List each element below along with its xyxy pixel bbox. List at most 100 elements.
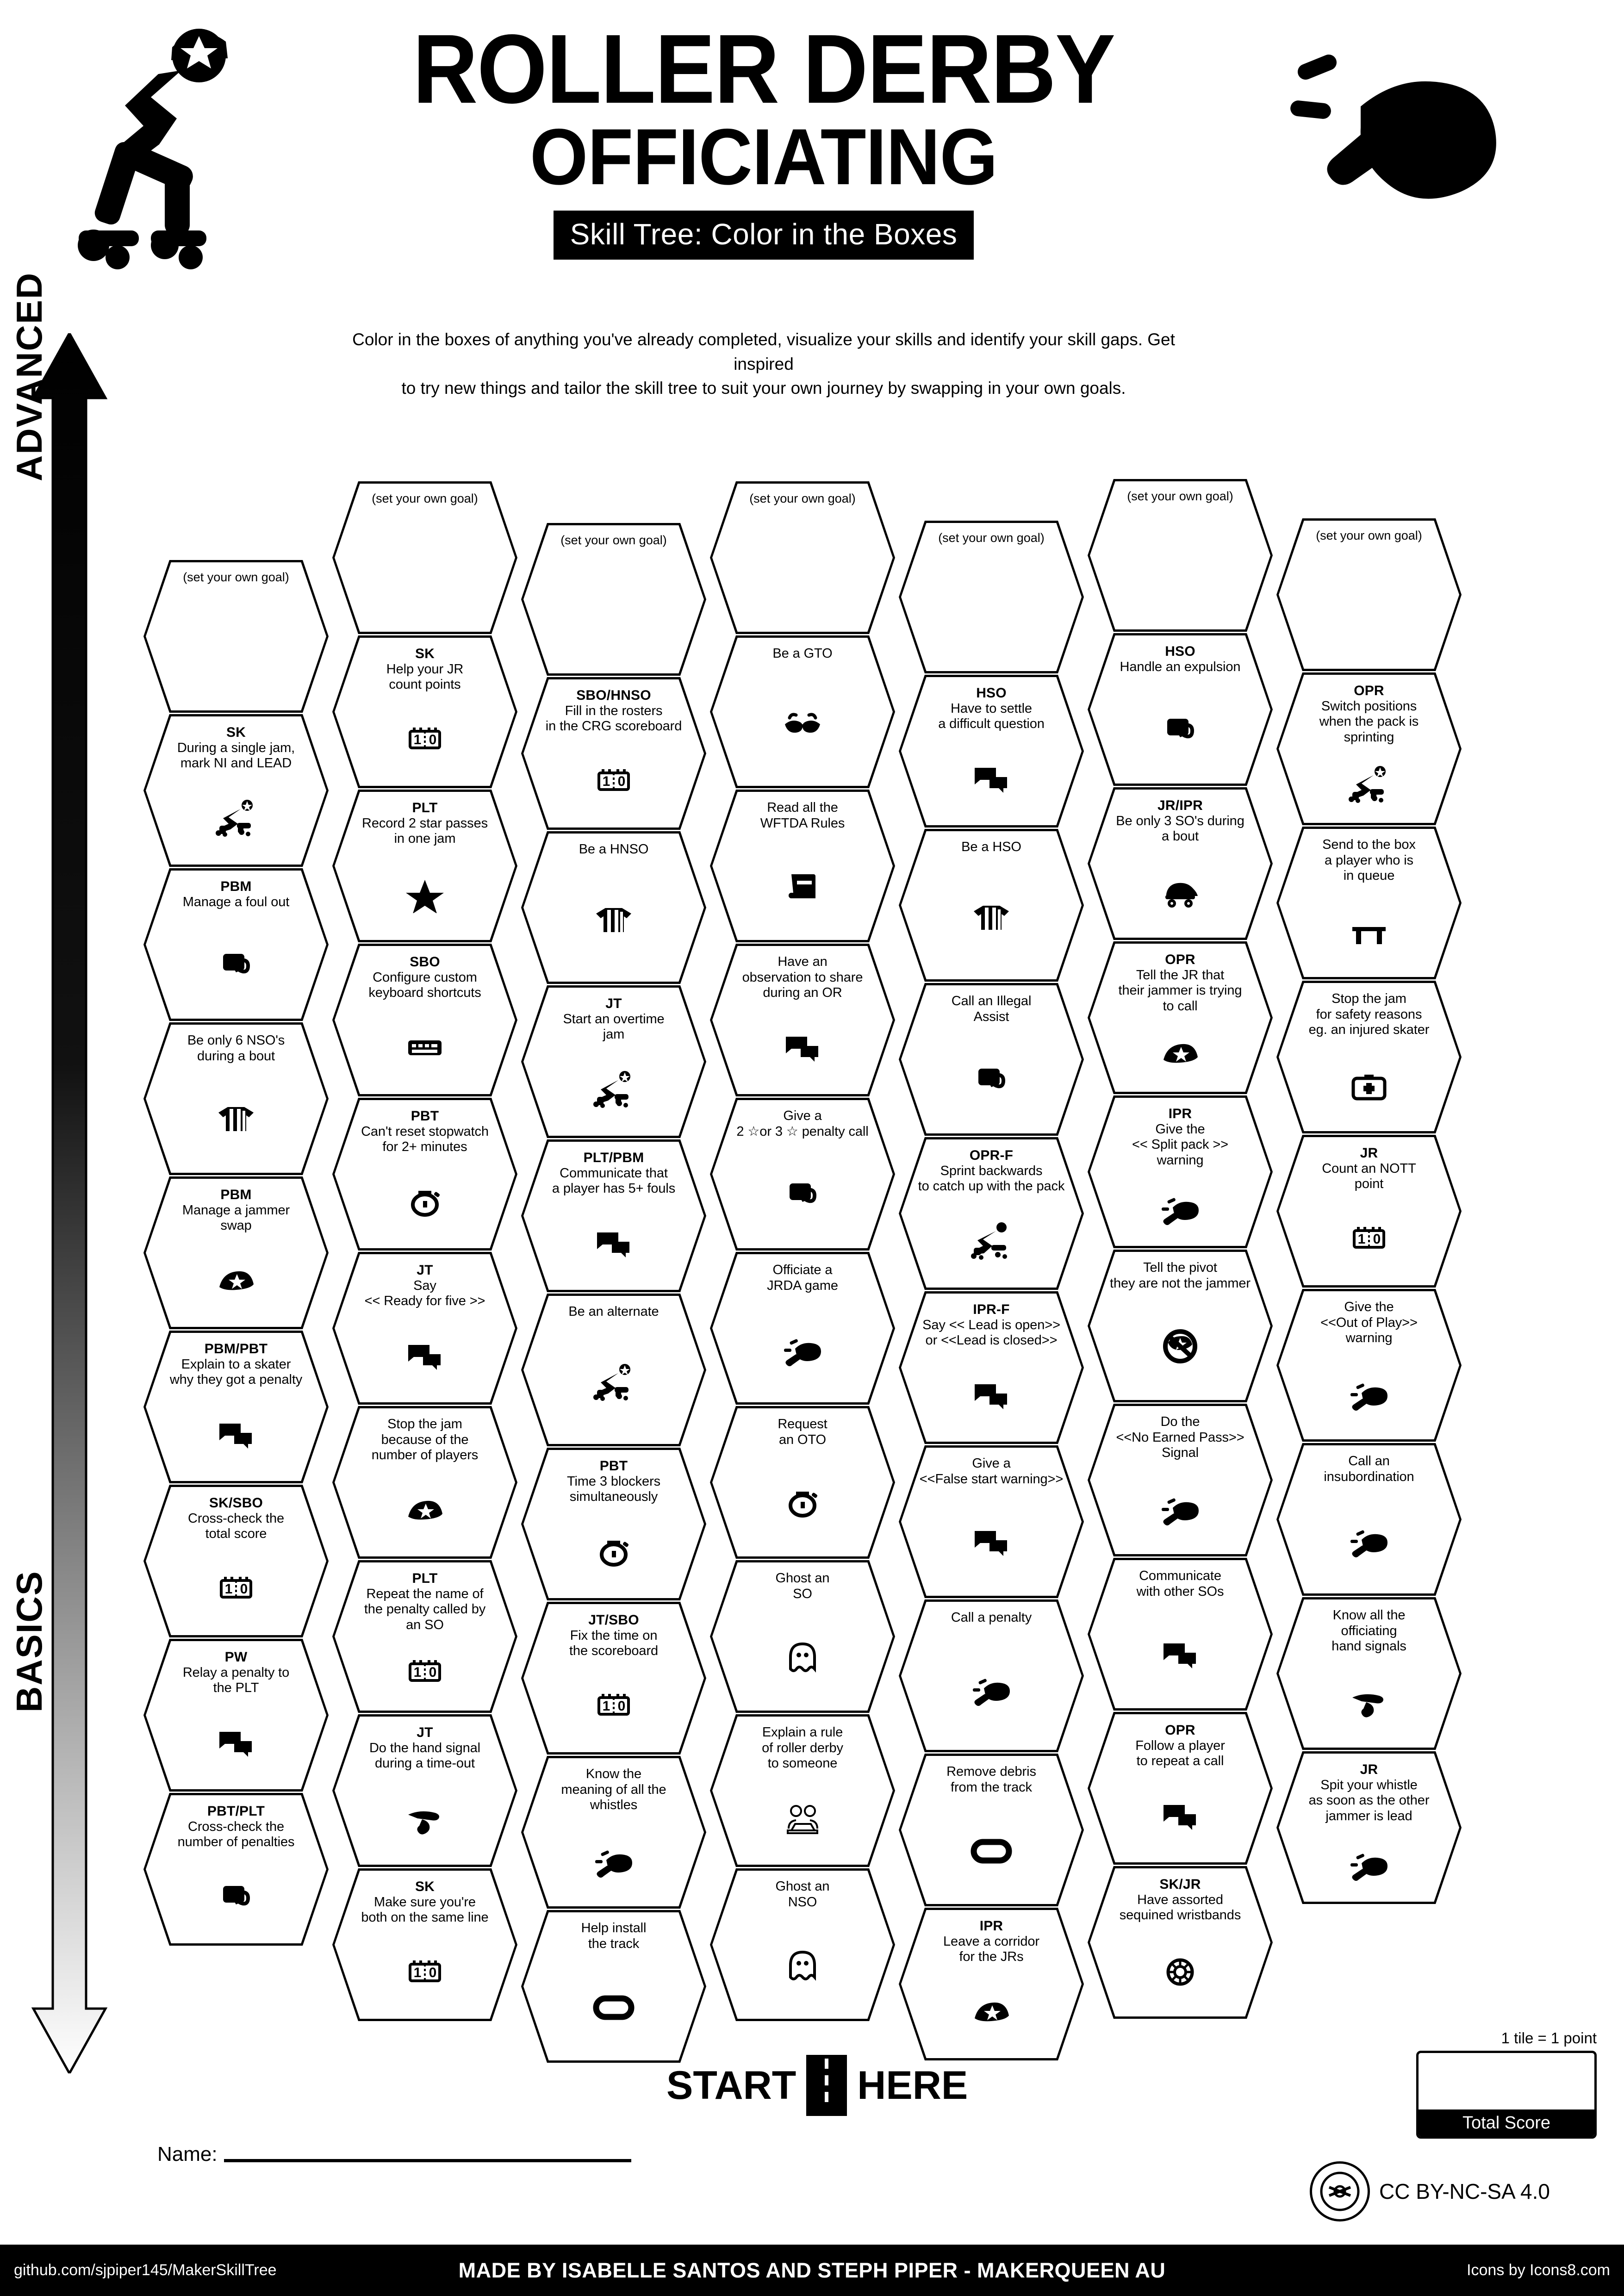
skill-tile[interactable]: Be an alternate [521,1294,706,1446]
skill-tile[interactable]: Call an insubordination [1276,1443,1462,1596]
skill-tile[interactable]: SBO/HNSO Fill in the rosters in the CRG s… [521,677,706,830]
skill-tile-body[interactable]: Read all the WFTDA Rules [712,792,893,940]
skill-tile[interactable]: Explain a rule of roller derby to someon… [710,1714,895,1867]
skill-tile[interactable]: (set your own goal) [1276,518,1462,671]
skill-tile[interactable]: JT Start an overtime jam [521,985,706,1138]
skill-tile-body[interactable]: (set your own goal) [335,484,515,632]
skill-tile-body[interactable]: SK During a single jam, mark NI and LEAD [146,716,326,865]
skill-tile[interactable]: Officiate a JRDA game [710,1252,895,1405]
skill-tile-body[interactable]: Be a GTO [712,638,893,786]
skill-tile-body[interactable]: PLT Record 2 star passes in one jam [335,792,515,940]
skill-tile-body[interactable]: IPR Leave a corridor for the JRs [901,1910,1082,2058]
skill-tile[interactable]: Read all the WFTDA Rules [710,790,895,942]
skill-tile[interactable]: Ghost an NSO [710,1868,895,2021]
skill-tile-body[interactable]: PBM/PBT Explain to a skater why they got … [146,1333,326,1481]
skill-tile-body[interactable]: PLT/PBM Communicate that a player has 5+ … [523,1142,704,1290]
skill-tile[interactable]: (set your own goal) [143,560,329,713]
skill-tile-body[interactable]: SK Help your JR count points 1 0 [335,638,515,786]
skill-tile[interactable]: SK/JR Have assorted sequined wristbands [1088,1866,1273,2019]
skill-tile[interactable]: Request an OTO [710,1406,895,1559]
skill-tile-body[interactable]: JT Start an overtime jam [523,988,704,1136]
skill-tile-body[interactable]: SBO/HNSO Fill in the rosters in the CRG s… [523,679,704,828]
skill-tile-body[interactable]: Remove debris from the track [901,1756,1082,1904]
skill-tile[interactable]: Know all the officiating hand signals [1276,1597,1462,1750]
skill-tile[interactable]: PBT Can't reset stopwatch for 2+ minutes [332,1098,517,1251]
skill-tile-body[interactable]: PLT Repeat the name of the penalty called… [335,1562,515,1711]
skill-tile-body[interactable]: (set your own goal) [901,523,1082,671]
skill-tile-body[interactable]: Know the meaning of all the whistles [523,1758,704,1906]
skill-tile[interactable]: SK/SBO Cross-check the total score 1 0 [143,1485,329,1637]
skill-tile[interactable]: Call an Illegal Assist [899,983,1084,1136]
skill-tile[interactable]: PBM/PBT Explain to a skater why they got … [143,1331,329,1483]
skill-tile[interactable]: Have an observation to share during an O… [710,944,895,1096]
skill-tile[interactable]: (set your own goal) [521,523,706,676]
skill-tile-body[interactable]: Have an observation to share during an O… [712,946,893,1094]
skill-tile[interactable]: (set your own goal) [710,481,895,634]
skill-tile[interactable]: Give a <<False start warning>> [899,1445,1084,1598]
skill-tile[interactable]: JT Do the hand signal during a time-out [332,1714,517,1867]
skill-tile[interactable]: PBT/PLT Cross-check the number of penalti… [143,1793,329,1946]
skill-tile[interactable]: PBM Manage a foul out [143,868,329,1021]
skill-tile[interactable]: JT Say << Ready for five >> [332,1252,517,1405]
skill-tile-body[interactable]: JT Do the hand signal during a time-out [335,1717,515,1865]
skill-tile[interactable]: IPR Give the << Split pack >> warning [1088,1095,1273,1248]
skill-tile-body[interactable]: Stop the jam because of the number of pl… [335,1408,515,1556]
name-input-rule[interactable] [224,2159,631,2162]
skill-tile[interactable]: PLT Record 2 star passes in one jam [332,790,517,942]
skill-tile-body[interactable]: JT/SBO Fix the time on the scoreboard 1 0 [523,1604,704,1752]
skill-tile-body[interactable]: Be an alternate [523,1296,704,1444]
skill-tile[interactable]: Ghost an SO [710,1560,895,1713]
skill-tile[interactable]: (set your own goal) [1088,479,1273,632]
skill-tile-body[interactable]: OPR Switch positions when the pack is spr… [1279,675,1459,823]
total-score-box[interactable]: 1 tile = 1 point Total Score [1416,2029,1597,2139]
skill-tile-body[interactable]: Help install the track [523,1912,704,2060]
skill-tile[interactable]: Remove debris from the track [899,1754,1084,1906]
skill-tile-body[interactable]: PW Relay a penalty to the PLT [146,1641,326,1789]
skill-tile[interactable]: Call a penalty [899,1599,1084,1752]
skill-tile[interactable]: PLT Repeat the name of the penalty called… [332,1560,517,1713]
skill-tile-body[interactable]: IPR-F Say << Lead is open>> or <<Lead is … [901,1294,1082,1442]
skill-tile[interactable]: SK Make sure you're both on the same line… [332,1868,517,2021]
skill-tile[interactable]: Give a 2 ☆or 3 ☆ penalty call [710,1098,895,1251]
skill-tile-body[interactable]: (set your own goal) [1090,481,1270,629]
skill-tile[interactable]: OPR Tell the JR that their jammer is tryi… [1088,941,1273,1094]
skill-tile[interactable]: HSO Have to settle a difficult question [899,675,1084,828]
skill-tile[interactable]: Be a HSO [899,829,1084,982]
skill-tile[interactable]: SBO Configure custom keyboard shortcuts [332,944,517,1096]
skill-tile[interactable]: JR Spit your whistle as soon as the other… [1276,1751,1462,1904]
skill-tile-body[interactable]: PBT Time 3 blockers simultaneously [523,1450,704,1598]
skill-tile[interactable]: Tell the pivot they are not the jammer [1088,1250,1273,1402]
skill-tile-body[interactable]: JR Spit your whistle as soon as the other… [1279,1754,1459,1902]
skill-tile-body[interactable]: Ghost an SO [712,1562,893,1711]
skill-tile-body[interactable]: OPR Tell the JR that their jammer is tryi… [1090,944,1270,1092]
skill-tile-body[interactable]: Call a penalty [901,1602,1082,1750]
skill-tile-body[interactable]: SK/JR Have assorted sequined wristbands [1090,1868,1270,2016]
skill-tile[interactable]: Stop the jam for safety reasons eg. an i… [1276,981,1462,1133]
skill-tile[interactable]: OPR Switch positions when the pack is spr… [1276,672,1462,825]
skill-tile-body[interactable]: JT Say << Ready for five >> [335,1254,515,1402]
skill-tile-body[interactable]: Be only 6 NSO's during a bout [146,1025,326,1173]
skill-tile-body[interactable]: PBT Can't reset stopwatch for 2+ minutes [335,1100,515,1248]
skill-tile[interactable]: Communicate with other SOs [1088,1558,1273,1711]
skill-tile-body[interactable]: Send to the box a player who is in queue [1279,829,1459,977]
github-link[interactable]: github.com/sjpiper145/MakerSkillTree [14,2261,277,2279]
skill-tile-body[interactable]: HSO Have to settle a difficult question [901,677,1082,825]
skill-tile[interactable]: SK Help your JR count points 1 0 [332,635,517,788]
skill-tile-body[interactable]: Ghost an NSO [712,1871,893,2019]
skill-tile[interactable]: SK During a single jam, mark NI and LEAD [143,714,329,867]
skill-tile[interactable]: HSO Handle an expulsion [1088,633,1273,786]
skill-tile-body[interactable]: Communicate with other SOs [1090,1560,1270,1708]
skill-tile[interactable]: Give the <<Out of Play>> warning [1276,1289,1462,1442]
skill-tile-body[interactable]: Do the <<No Earned Pass>> Signal [1090,1406,1270,1554]
skill-tile-body[interactable]: Stop the jam for safety reasons eg. an i… [1279,983,1459,1131]
skill-tile-body[interactable]: OPR-F Sprint backwards to catch up with t… [901,1139,1082,1288]
score-card[interactable]: Total Score [1416,2051,1597,2139]
skill-tile-body[interactable]: Call an Illegal Assist [901,985,1082,1133]
skill-tile[interactable]: Stop the jam because of the number of pl… [332,1406,517,1559]
skill-tile[interactable]: Do the <<No Earned Pass>> Signal [1088,1404,1273,1556]
skill-tile-body[interactable]: Know all the officiating hand signals [1279,1599,1459,1748]
skill-tile[interactable]: (set your own goal) [332,481,517,634]
skill-tile-body[interactable]: IPR Give the << Split pack >> warning [1090,1098,1270,1246]
skill-tile-body[interactable]: OPR Follow a player to repeat a call [1090,1714,1270,1862]
skill-tile[interactable]: JT/SBO Fix the time on the scoreboard 1 0 [521,1602,706,1755]
